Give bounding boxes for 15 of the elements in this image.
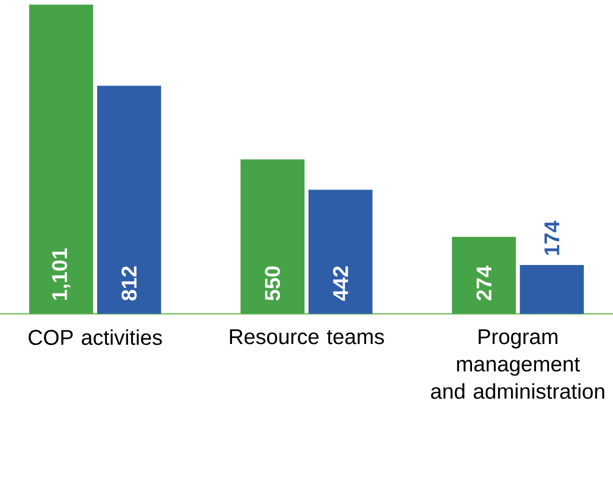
data-label: 1,101 — [52, 248, 70, 300]
data-label: 442 — [333, 266, 348, 301]
x-tick-label: Program management and administration — [431, 330, 604, 400]
bar — [308, 190, 372, 314]
bar — [29, 4, 94, 314]
x-tick-label: COP activities — [28, 330, 162, 346]
bar — [452, 237, 516, 314]
bar — [97, 86, 162, 314]
bar — [520, 265, 584, 314]
data-label: 812 — [122, 266, 137, 301]
data-label: 274 — [476, 266, 492, 301]
bar — [240, 160, 305, 314]
x-tick-label: Resource teams — [230, 330, 384, 344]
data-label: 174 — [544, 220, 560, 256]
data-label: 550 — [264, 266, 280, 301]
